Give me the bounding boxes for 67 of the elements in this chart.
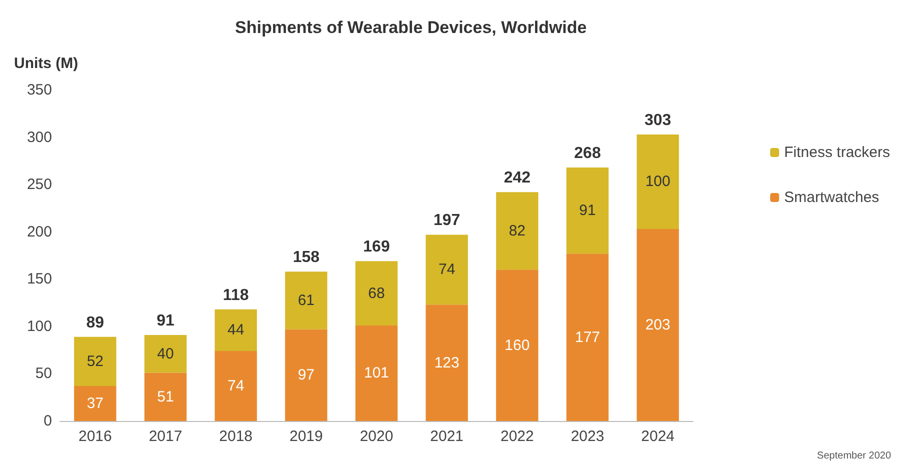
text: September 2020 — [817, 450, 892, 462]
x-tick-label: 2018 — [219, 428, 253, 445]
data-label: 44 — [227, 322, 244, 339]
y-tick-label: 100 — [26, 318, 52, 335]
total-label: 169 — [363, 238, 390, 256]
y-axis-title: Units (M) — [14, 55, 78, 72]
data-label: 74 — [438, 261, 456, 278]
data-label: 101 — [364, 364, 390, 382]
total-label: 118 — [222, 286, 249, 304]
bar — [285, 272, 328, 330]
bar — [144, 334, 187, 373]
bar — [426, 234, 468, 305]
x-tick-label: 2023 — [570, 428, 604, 445]
bar — [566, 254, 609, 421]
bar — [214, 309, 257, 352]
chart-title: Shipments of Wearable Devices, Worldwide — [235, 18, 587, 37]
y-tick-label: 150 — [26, 270, 52, 288]
y-tick-label: 350 — [26, 82, 52, 98]
y-tick-label: 200 — [26, 223, 52, 240]
x-tick-label: 2024 — [641, 428, 675, 445]
total-label: 268 — [574, 145, 601, 162]
bar — [285, 329, 328, 421]
data-label: 91 — [579, 202, 596, 220]
bar — [74, 336, 116, 386]
bar — [636, 134, 679, 230]
total-label: 303 — [644, 112, 672, 129]
data-label: 100 — [645, 173, 670, 190]
y-tick-label: 50 — [35, 365, 52, 382]
bar — [496, 270, 538, 421]
data-label: 37 — [86, 395, 104, 412]
bar — [426, 304, 468, 421]
total-label: 91 — [156, 312, 174, 330]
data-label: 97 — [298, 366, 315, 384]
bar — [355, 325, 398, 421]
x-tick-label: 2021 — [430, 428, 464, 445]
data-label: 82 — [508, 222, 526, 240]
total-label: 197 — [433, 212, 460, 230]
x-tick-label: 2019 — [289, 428, 323, 445]
bar — [566, 168, 609, 254]
data-label: 160 — [504, 336, 530, 354]
data-label: 123 — [434, 354, 460, 372]
x-tick-label: 2020 — [360, 428, 394, 445]
bar — [496, 192, 538, 270]
bar — [74, 386, 116, 421]
bar — [214, 351, 257, 421]
total-label: 158 — [292, 249, 320, 266]
data-label: 68 — [368, 284, 385, 302]
bar — [636, 229, 679, 421]
data-label: 40 — [157, 345, 174, 362]
y-tick-label: 300 — [26, 128, 52, 146]
total-label: 242 — [504, 170, 531, 187]
y-tick-label: 0 — [44, 412, 52, 430]
x-tick-label: 2022 — [500, 428, 534, 445]
y-tick-label: 250 — [26, 176, 52, 194]
legend-label: Smartwatches — [784, 189, 880, 206]
data-label: 51 — [157, 388, 174, 406]
legend-label: Fitness trackers — [784, 144, 890, 161]
total-label: 89 — [86, 314, 104, 332]
data-label: 203 — [645, 316, 670, 334]
bar — [355, 261, 398, 326]
bar — [144, 372, 187, 421]
data-label: 74 — [227, 378, 244, 395]
data-label: 52 — [86, 352, 104, 370]
data-label: 61 — [298, 292, 315, 309]
x-tick-label: 2017 — [148, 428, 182, 445]
data-label: 177 — [574, 328, 600, 346]
x-tick-label: 2016 — [78, 428, 112, 445]
